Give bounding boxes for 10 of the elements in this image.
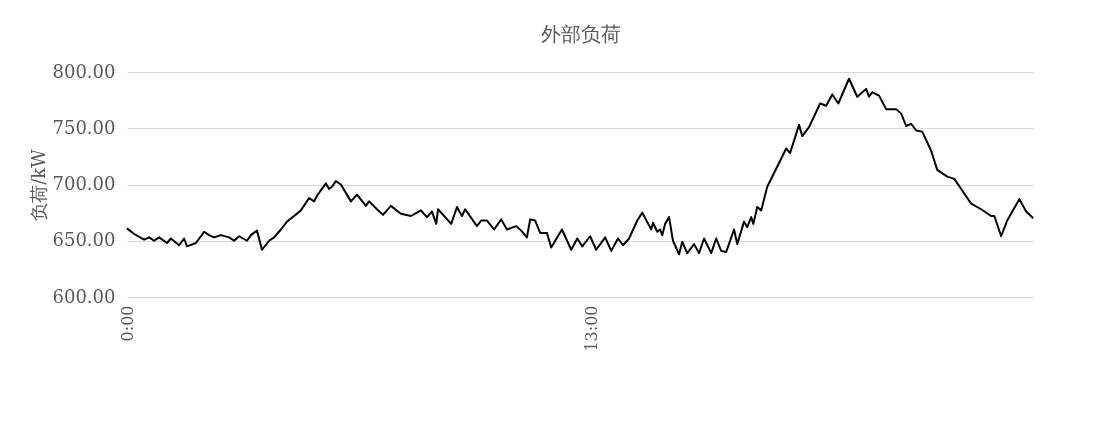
x-tick-label: 0:00 [117, 305, 137, 342]
y-axis-title: 负荷/kW [27, 148, 49, 221]
y-tick-label: 750.00 [52, 116, 116, 138]
y-tick-label: 800.00 [52, 60, 116, 82]
y-tick-label: 700.00 [52, 173, 116, 194]
y-tick-label: 600.00 [52, 285, 116, 307]
y-tick-label: 650.00 [52, 229, 116, 251]
chart-title: 外部负荷 [540, 22, 621, 46]
line-series [126, 77, 1035, 256]
x-tick-label: 13:00 [581, 305, 601, 352]
